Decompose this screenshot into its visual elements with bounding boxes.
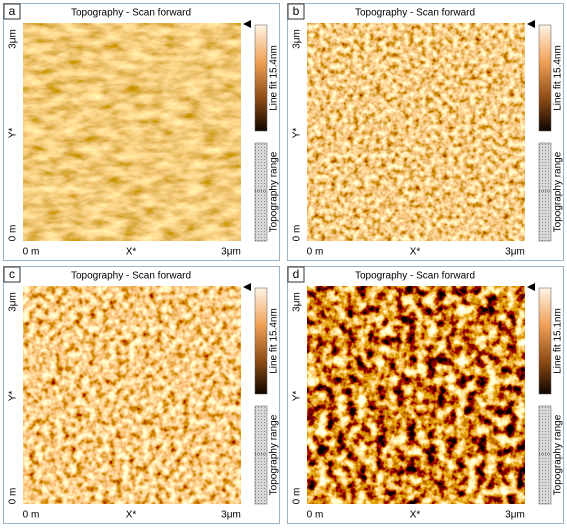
y-axis-label: Y* [8, 128, 19, 139]
panel-label-box [287, 266, 305, 283]
panel-label-box [3, 266, 21, 283]
range-box [538, 405, 552, 505]
x-axis-label: X* [410, 510, 421, 521]
y-bottom-label: 0 m [8, 488, 19, 505]
x-left-label: 0 m [23, 510, 40, 521]
colorbar-label: Line fit 15.4nm [553, 45, 564, 111]
panel-label-box [287, 3, 305, 20]
colorbar-label: Line fit 15.4nm [269, 45, 280, 111]
colorbar-label: Line fit 15.4nm [269, 308, 280, 374]
colorbar [254, 24, 268, 132]
x-left-label: 0 m [23, 247, 40, 258]
range-box [254, 405, 268, 505]
colorbar [538, 287, 552, 395]
y-top-label: 3μm [8, 29, 19, 49]
x-axis-label: X* [126, 510, 137, 521]
panel-label: c [9, 267, 15, 281]
x-axis-label: X* [410, 247, 421, 258]
scan-marker [527, 283, 535, 291]
x-right-label: 3μm [505, 510, 525, 521]
scan-marker [527, 20, 535, 28]
y-top-label: 3μm [292, 29, 303, 49]
panel-label: d [293, 267, 300, 281]
scan-title: Topography - Scan forward [71, 271, 191, 282]
colorbar [538, 24, 552, 132]
y-axis-label: Y* [292, 391, 303, 402]
scan-title: Topography - Scan forward [71, 8, 191, 19]
x-right-label: 3μm [505, 247, 525, 258]
afm-image [22, 22, 242, 242]
panel: b Topography - Scan forward Line fit 15.4n… [287, 3, 564, 261]
afm-image [306, 22, 526, 242]
x-axis-label: X* [126, 247, 137, 258]
range-label: Topography range [269, 151, 280, 232]
colorbar [254, 287, 268, 395]
x-left-label: 0 m [307, 247, 324, 258]
panel: a Topography - Scan forward Line fit 15.4n… [3, 3, 280, 261]
panel-label: b [293, 4, 300, 18]
panel-label-box [3, 3, 21, 20]
scan-marker [243, 20, 251, 28]
y-bottom-label: 0 m [292, 225, 303, 242]
scan-title: Topography - Scan forward [355, 271, 475, 282]
range-label: Topography range [553, 414, 564, 495]
x-right-label: 3μm [221, 247, 241, 258]
y-top-label: 3μm [292, 292, 303, 312]
y-top-label: 3μm [8, 292, 19, 312]
panel-label: a [9, 4, 16, 18]
x-right-label: 3μm [221, 510, 241, 521]
panel: d Topography - Scan forward Line fit 15.1n… [287, 266, 564, 524]
afm-image [306, 285, 526, 505]
range-label: Topography range [553, 151, 564, 232]
scan-title: Topography - Scan forward [355, 8, 475, 19]
scan-marker [243, 283, 251, 291]
range-label: Topography range [269, 414, 280, 495]
panel: c Topography - Scan forward Line fit 15.4n… [3, 266, 280, 524]
y-bottom-label: 0 m [8, 225, 19, 242]
range-box [254, 142, 268, 242]
y-axis-label: Y* [292, 128, 303, 139]
range-box [538, 142, 552, 242]
y-bottom-label: 0 m [292, 488, 303, 505]
y-axis-label: Y* [8, 391, 19, 402]
x-left-label: 0 m [307, 510, 324, 521]
afm-image [22, 285, 242, 505]
colorbar-label: Line fit 15.1nm [553, 308, 564, 374]
